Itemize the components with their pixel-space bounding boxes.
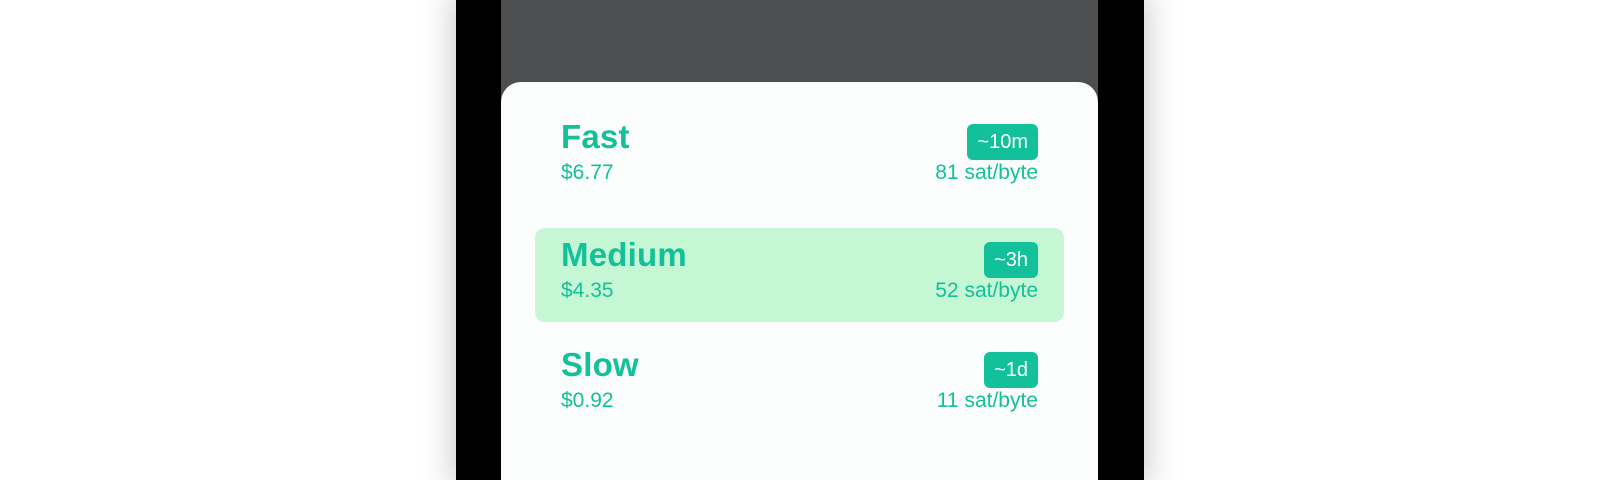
fee-option-rate: 81 sat/byte [935, 161, 1038, 184]
fee-option-name: Medium [561, 236, 687, 273]
fee-option-medium[interactable]: Medium $4.35 ~3h 52 sat/byte [535, 228, 1064, 322]
fee-option-rate: 52 sat/byte [935, 279, 1038, 302]
fee-option-price: $6.77 [561, 161, 614, 184]
phone-screen: Fast $6.77 ~10m 81 sat/byte Medium $4.35… [501, 0, 1098, 480]
fee-time-badge: ~3h [984, 242, 1038, 278]
fee-selection-sheet: Fast $6.77 ~10m 81 sat/byte Medium $4.35… [501, 82, 1098, 480]
fee-option-fast[interactable]: Fast $6.77 ~10m 81 sat/byte [535, 110, 1064, 204]
fee-option-price: $0.92 [561, 389, 614, 412]
fee-option-price: $4.35 [561, 279, 614, 302]
fee-option-slow[interactable]: Slow $0.92 ~1d 11 sat/byte [535, 338, 1064, 432]
fee-option-rate: 11 sat/byte [936, 389, 1038, 412]
fee-option-name: Slow [561, 346, 639, 383]
fee-time-badge: ~10m [967, 124, 1038, 160]
fee-option-name: Fast [561, 118, 630, 155]
phone-frame: Fast $6.77 ~10m 81 sat/byte Medium $4.35… [456, 0, 1144, 480]
fee-time-badge: ~1d [984, 352, 1038, 388]
